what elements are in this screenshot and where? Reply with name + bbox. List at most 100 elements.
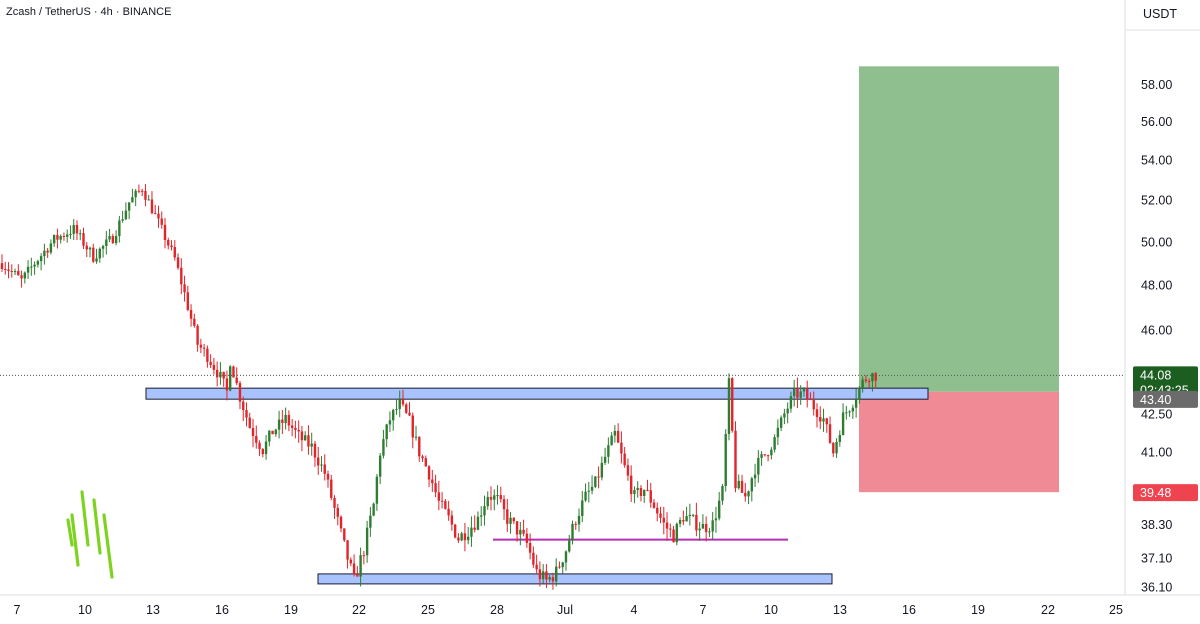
candle-body — [858, 387, 861, 400]
candle-body — [525, 533, 529, 543]
candle-body — [786, 408, 789, 414]
candle-body — [330, 479, 333, 498]
candle-body — [561, 562, 564, 568]
candle-body — [281, 419, 284, 424]
candle-body — [695, 514, 698, 531]
candle-body — [835, 441, 838, 454]
candle-body — [851, 407, 855, 412]
candle-body — [59, 235, 62, 240]
candle-body — [470, 527, 473, 537]
candle-body — [636, 487, 639, 491]
x-tick-label: 22 — [1041, 603, 1055, 617]
candle-body — [66, 234, 69, 237]
candle-body — [874, 373, 877, 381]
candle-body — [744, 492, 747, 497]
candle-body — [825, 418, 828, 425]
candle-body — [284, 414, 287, 424]
candle-body — [626, 465, 630, 476]
candle-body — [502, 499, 506, 510]
candle-body — [255, 435, 258, 443]
candle-body — [180, 267, 183, 285]
candle-body — [597, 476, 600, 478]
candle-body — [551, 577, 555, 582]
candle-body — [310, 443, 313, 447]
candle-body — [555, 566, 558, 582]
candle-body — [114, 236, 118, 244]
candle-body — [36, 261, 40, 265]
candle-body — [486, 496, 489, 507]
candle-body — [392, 409, 395, 421]
candle-body — [564, 551, 568, 563]
x-tick-label: 22 — [352, 603, 366, 617]
candle-body — [802, 389, 806, 392]
candle-body — [760, 454, 763, 458]
candle-body — [258, 442, 261, 449]
candle-body — [69, 233, 72, 235]
stop-zone — [859, 391, 1059, 493]
candle-body — [489, 496, 493, 500]
candle-body — [496, 495, 499, 497]
candle-body — [724, 434, 727, 487]
candle-body — [613, 430, 617, 436]
candle-body — [98, 248, 101, 259]
candle-body — [633, 490, 636, 495]
candle-body — [92, 247, 95, 262]
candle-body — [326, 473, 330, 480]
candle-body — [75, 225, 79, 234]
candle-body — [333, 497, 336, 508]
candle-body — [248, 417, 251, 428]
candle-body — [506, 509, 509, 524]
candle-body — [704, 523, 708, 532]
candle-body — [372, 503, 375, 516]
candle-body — [382, 439, 385, 456]
candle-body — [154, 213, 157, 215]
candle-body — [303, 435, 307, 441]
logo-stroke — [92, 498, 102, 555]
y-tick-label: 42.50 — [1141, 408, 1172, 422]
x-tick-label: 16 — [215, 603, 229, 617]
candle-body — [157, 213, 160, 219]
candle-body — [408, 412, 411, 416]
candle-body — [261, 448, 264, 455]
candle-body — [770, 449, 773, 456]
candle-body — [356, 574, 359, 577]
candle-body — [20, 275, 23, 279]
candle-body — [150, 199, 154, 214]
candle-body — [170, 245, 173, 248]
candle-body — [718, 500, 721, 519]
candle-body — [822, 418, 825, 422]
logo-stroke — [102, 513, 114, 579]
candle-body — [0, 263, 4, 270]
candle-body — [7, 269, 10, 271]
candle-body — [610, 435, 613, 446]
candle-body — [215, 369, 219, 378]
candle-body — [242, 401, 245, 411]
candle-body — [538, 569, 542, 580]
candle-body — [39, 256, 43, 262]
candle-body — [431, 479, 434, 484]
candle-body — [737, 480, 740, 489]
candle-body — [861, 379, 864, 388]
logo-stroke — [70, 513, 80, 567]
candle-body — [160, 218, 163, 225]
candle-body — [320, 464, 323, 466]
candle-body — [603, 456, 607, 463]
current-price-tag-bg — [1133, 366, 1198, 399]
candle-body — [845, 412, 848, 414]
candle-body — [271, 430, 274, 435]
candle-body — [766, 455, 770, 457]
candle-body — [447, 508, 450, 516]
candle-body — [427, 466, 431, 480]
candle-body — [26, 266, 30, 273]
candle-body — [202, 347, 206, 349]
candle-body — [105, 239, 108, 247]
candle-body — [232, 366, 235, 378]
x-tick-label: 7 — [700, 603, 707, 617]
candle-body — [56, 234, 59, 240]
candle-body — [222, 371, 225, 379]
candle-body — [163, 224, 167, 240]
candle-body — [727, 378, 731, 435]
candle-body — [323, 464, 326, 474]
